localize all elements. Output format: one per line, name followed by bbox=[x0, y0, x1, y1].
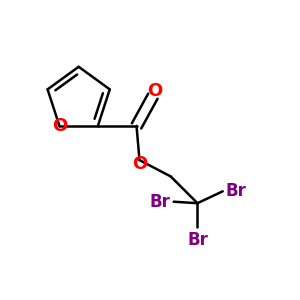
Text: Br: Br bbox=[150, 193, 171, 211]
Text: Br: Br bbox=[187, 231, 208, 249]
Text: O: O bbox=[148, 82, 163, 100]
Text: O: O bbox=[52, 117, 67, 135]
Text: O: O bbox=[132, 155, 147, 173]
Text: Br: Br bbox=[226, 182, 247, 200]
